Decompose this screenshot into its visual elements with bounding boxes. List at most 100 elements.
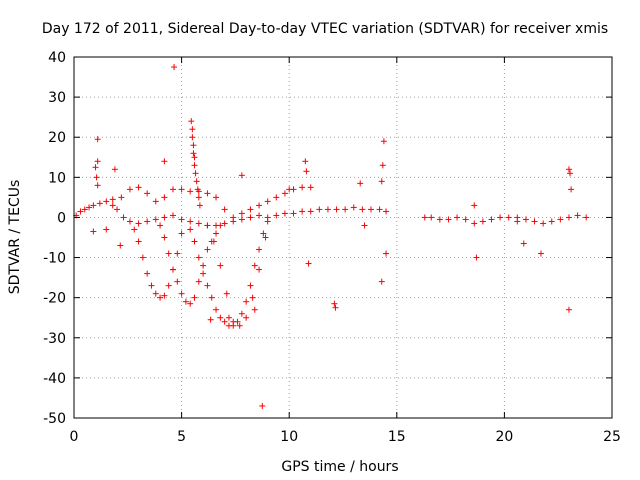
data-point — [131, 226, 138, 233]
y-tick-label: -50 — [43, 411, 66, 427]
data-point — [161, 214, 168, 221]
data-point — [169, 266, 176, 273]
data-point — [243, 314, 250, 321]
data-point — [94, 182, 101, 189]
data-point — [350, 204, 357, 211]
data-point — [540, 220, 547, 227]
data-point — [171, 64, 178, 71]
data-point — [445, 216, 452, 223]
data-point — [114, 206, 121, 213]
data-point — [188, 118, 195, 125]
data-point — [90, 228, 97, 235]
data-point — [165, 282, 172, 289]
data-point — [117, 242, 124, 249]
data-point — [238, 216, 245, 223]
data-point — [195, 194, 202, 201]
data-point — [200, 270, 207, 277]
data-point — [187, 218, 194, 225]
data-point — [118, 194, 125, 201]
chart-title: Day 172 of 2011, Sidereal Day-to-day VTE… — [42, 21, 608, 37]
data-point — [302, 158, 309, 165]
data-point — [92, 164, 99, 171]
data-point — [522, 216, 529, 223]
data-point — [135, 184, 142, 191]
data-point — [191, 162, 198, 169]
data-point — [152, 216, 159, 223]
data-point — [169, 212, 176, 219]
data-point — [221, 220, 228, 227]
x-tick-label: 0 — [70, 429, 79, 445]
data-point — [378, 278, 385, 285]
data-point — [567, 170, 574, 177]
data-point — [565, 306, 572, 313]
x-tick-label: 25 — [603, 429, 621, 445]
data-point — [182, 298, 189, 305]
y-tick-label: -20 — [43, 291, 66, 307]
data-point — [178, 216, 185, 223]
data-point — [204, 190, 211, 197]
data-point — [303, 168, 310, 175]
x-axis-label: GPS time / hours — [281, 459, 398, 475]
x-tick-label: 20 — [495, 429, 513, 445]
data-point — [210, 238, 217, 245]
data-point — [207, 316, 214, 323]
data-point — [217, 314, 224, 321]
data-point — [94, 158, 101, 165]
data-point — [256, 202, 263, 209]
data-point — [230, 214, 237, 221]
data-point — [217, 262, 224, 269]
data-point — [357, 180, 364, 187]
y-tick-label: 20 — [48, 130, 66, 146]
data-point — [190, 142, 197, 149]
data-point — [152, 290, 159, 297]
data-point — [195, 278, 202, 285]
data-point — [126, 186, 133, 193]
data-point — [94, 136, 101, 143]
data-point — [191, 238, 198, 245]
data-point — [565, 214, 572, 221]
data-point — [342, 206, 349, 213]
data-point — [96, 200, 103, 207]
data-point — [144, 270, 151, 277]
data-point — [471, 220, 478, 227]
data-point — [316, 206, 323, 213]
y-tick-label: 10 — [48, 170, 66, 186]
data-point — [531, 218, 538, 225]
data-point — [178, 186, 185, 193]
data-point — [204, 282, 211, 289]
data-point — [86, 204, 93, 211]
data-point — [247, 282, 254, 289]
y-tick-label: -10 — [43, 251, 66, 267]
data-point — [191, 294, 198, 301]
data-point — [81, 206, 88, 213]
data-point — [471, 202, 478, 209]
data-point — [238, 210, 245, 217]
data-point — [290, 210, 297, 217]
data-point — [260, 230, 267, 237]
data-point — [161, 292, 168, 299]
data-point — [281, 210, 288, 217]
data-point — [557, 216, 564, 223]
data-point — [548, 218, 555, 225]
data-point — [281, 190, 288, 197]
data-point — [135, 220, 142, 227]
data-point — [299, 208, 306, 215]
data-points — [73, 64, 590, 409]
data-point — [236, 322, 243, 329]
data-point — [174, 278, 181, 285]
data-point — [256, 246, 263, 253]
data-point — [109, 202, 116, 209]
data-point — [264, 198, 271, 205]
data-point — [221, 206, 228, 213]
data-point — [262, 234, 269, 241]
data-point — [379, 162, 386, 169]
y-tick-label: 30 — [48, 90, 66, 106]
data-point — [383, 250, 390, 257]
data-point — [251, 306, 258, 313]
data-point — [187, 188, 194, 195]
data-point — [169, 186, 176, 193]
data-point — [537, 250, 544, 257]
data-point — [148, 282, 155, 289]
data-point — [120, 214, 127, 221]
